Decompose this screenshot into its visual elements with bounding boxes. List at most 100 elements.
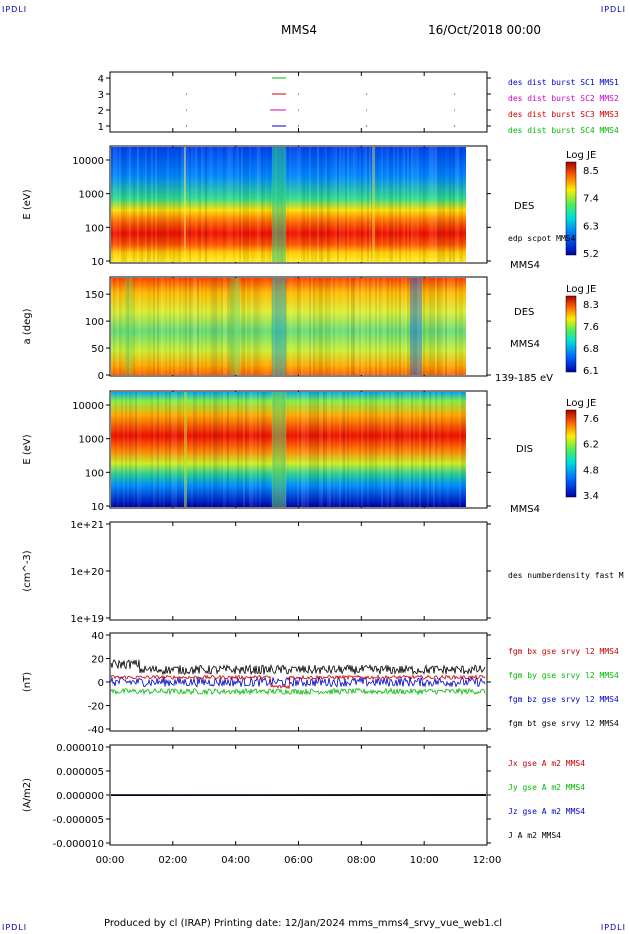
des-energy-spectrogram-stripe (383, 147, 385, 262)
legend-entry: des dist burst SC1 MMS1 (508, 78, 619, 87)
des-pitch-spectrogram-stripe (123, 278, 125, 375)
des-energy-spectrogram-stripe (395, 147, 397, 262)
des-pitch-spectrogram-stripe (377, 278, 379, 375)
dis-energy-spectrogram-stripe (173, 392, 175, 507)
des-pitch-spectrogram-stripe (441, 278, 443, 375)
des-energy-spectrogram-stripe (157, 147, 159, 262)
dis-energy-spectrogram-stripe (187, 392, 189, 507)
dis-energy-spectrogram-stripe (295, 392, 297, 507)
dis-energy-spectrogram-stripe (159, 392, 161, 507)
des-pitch-spectrogram-stripe (431, 278, 433, 375)
des-pitch-spectrogram-stripe (145, 278, 147, 375)
des-pitch-spectrogram-stripe (417, 278, 419, 375)
dis-energy-spectrogram-stripe (149, 392, 151, 507)
dis-energy-spectrogram-stripe (435, 392, 437, 507)
des-energy-spectrogram-stripe (357, 147, 359, 262)
panel-frame (109, 521, 488, 621)
y-tick-label: 2 (98, 106, 104, 117)
dis-energy-spectrogram-stripe (429, 392, 431, 507)
y-tick-label: 0.000000 (56, 791, 104, 802)
dis-energy-spectrogram-feature (184, 392, 187, 507)
des-energy-spectrogram-stripe (367, 147, 369, 262)
des-energy-spectrogram-stripe (391, 147, 393, 262)
dis-energy-spectrogram-stripe (171, 392, 173, 507)
des-energy-spectrogram-stripe (267, 147, 269, 262)
des-energy-spectrogram-stripe (379, 147, 381, 262)
dis-energy-spectrogram-stripe (373, 392, 375, 507)
y-tick-label: 50 (91, 344, 104, 355)
des-energy-spectrogram-stripe (151, 147, 153, 262)
colorbar-title: Log JE (566, 398, 596, 409)
dis-energy-spectrogram-stripe (411, 392, 413, 507)
dis-energy-spectrogram-stripe (461, 392, 463, 507)
des-pitch-spectrogram-stripe (175, 278, 177, 375)
des-pitch-spectrogram-stripe (187, 278, 189, 375)
des-pitch-spectrogram-stripe (415, 278, 417, 375)
des-energy-spectrogram-stripe (323, 147, 325, 262)
des-pitch-spectrogram-stripe (111, 278, 113, 375)
des-energy-spectrogram-stripe (359, 147, 361, 262)
des-energy-spectrogram-stripe (331, 147, 333, 262)
des-energy-spectrogram-stripe (217, 147, 219, 262)
des-energy-spectrogram-stripe (425, 147, 427, 262)
dis-energy-spectrogram-stripe (399, 392, 401, 507)
des-pitch-spectrogram-stripe (293, 278, 295, 375)
y-tick-label: 100 (85, 317, 104, 328)
des-energy-spectrogram-stripe (115, 147, 117, 262)
y-tick-label: 10 (91, 257, 104, 268)
des-pitch-spectrogram-stripe (121, 278, 123, 375)
dis-energy-spectrogram-stripe (351, 392, 353, 507)
des-pitch-spectrogram-stripe (251, 278, 253, 375)
dis-energy-spectrogram (111, 392, 466, 507)
des-energy-spectrogram-stripe (199, 147, 201, 262)
dis-energy-spectrogram-stripe (225, 392, 227, 507)
des-energy-spectrogram-stripe (427, 147, 429, 262)
des-pitch-spectrogram-stripe (269, 278, 271, 375)
des-energy-spectrogram-stripe (311, 147, 313, 262)
dis-energy-spectrogram-stripe (421, 392, 423, 507)
des-energy-spectrogram-stripe (111, 147, 113, 262)
dis-energy-spectrogram-stripe (439, 392, 441, 507)
des-energy-spectrogram-stripe (349, 147, 351, 262)
des-energy-spectrogram-stripe (163, 147, 165, 262)
des-pitch-spectrogram-stripe (461, 278, 463, 375)
des-pitch-spectrogram-stripe (233, 278, 235, 375)
des-pitch-spectrogram-stripe (383, 278, 385, 375)
dis-energy-spectrogram-stripe (379, 392, 381, 507)
dis-energy-spectrogram-stripe (181, 392, 183, 507)
dis-energy-spectrogram-stripe (397, 392, 399, 507)
dis-energy-spectrogram-stripe (167, 392, 169, 507)
des-energy-spectrogram-stripe (401, 147, 403, 262)
dis-energy-spectrogram-stripe (231, 392, 233, 507)
des-energy-spectrogram-stripe (117, 147, 119, 262)
des-energy-spectrogram-stripe (405, 147, 407, 262)
des-pitch-spectrogram-stripe (129, 278, 131, 375)
des-energy-spectrogram-stripe (287, 147, 289, 262)
dis-energy-spectrogram-stripe (311, 392, 313, 507)
des-pitch-spectrogram-stripe (429, 278, 431, 375)
des-pitch-spectrogram-stripe (247, 278, 249, 375)
des-energy-spectrogram-stripe (159, 147, 161, 262)
des-pitch-spectrogram-stripe (197, 278, 199, 375)
des-energy-spectrogram-stripe (165, 147, 167, 262)
dis-energy-spectrogram-stripe (191, 392, 193, 507)
des-energy-spectrogram-stripe (177, 147, 179, 262)
des-pitch-spectrogram-stripe (217, 278, 219, 375)
des-pitch-spectrogram-stripe (367, 278, 369, 375)
des-pitch-spectrogram-stripe (423, 278, 425, 375)
des-energy-spectrogram-stripe (223, 147, 225, 262)
des-energy-spectrogram-stripe (187, 147, 189, 262)
legend-entry: J A m2 MMS4 (508, 831, 561, 840)
corner-mark: IPDLI (2, 923, 28, 932)
des-energy-spectrogram-stripe (335, 147, 337, 262)
dis-energy-spectrogram-stripe (157, 392, 159, 507)
des-pitch-spectrogram-stripe (195, 278, 197, 375)
des-pitch-spectrogram-stripe (355, 278, 357, 375)
dis-energy-spectrogram-stripe (355, 392, 357, 507)
des-energy-spectrogram-stripe (301, 147, 303, 262)
des-energy-spectrogram-stripe (269, 147, 271, 262)
panel-frame (109, 71, 488, 133)
des-energy-spectrogram-stripe (309, 147, 311, 262)
des-energy-spectrogram-stripe (173, 147, 175, 262)
des-pitch-spectrogram-stripe (413, 278, 415, 375)
